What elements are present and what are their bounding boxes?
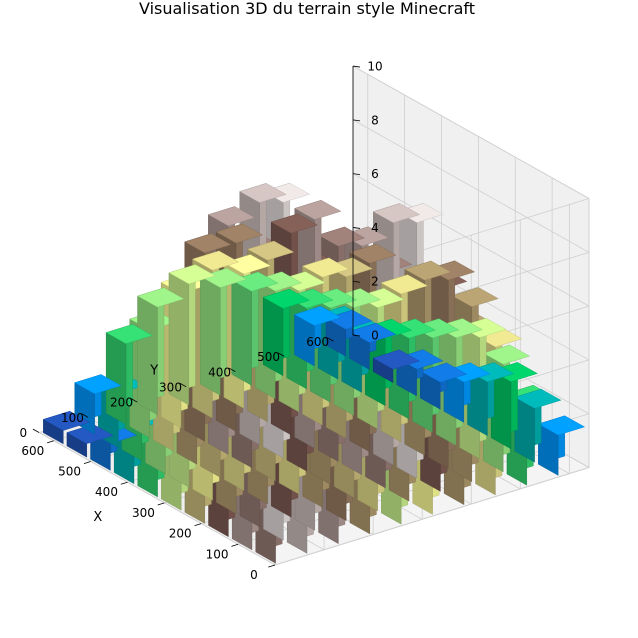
x-tick-label: 400	[95, 485, 118, 499]
terrain-bar	[66, 424, 114, 458]
y-tick-label: 200	[110, 396, 133, 410]
z-gridline-back	[274, 467, 590, 566]
y-gridline-floor	[38, 432, 276, 566]
y-tick-label: 400	[208, 365, 231, 379]
terrain-bar	[419, 362, 468, 410]
x-tick-mark	[46, 440, 54, 444]
terrain-bar	[199, 268, 248, 396]
x-tick-label: 200	[169, 527, 192, 541]
terrain-bar	[137, 287, 185, 416]
x-tick-label: 600	[21, 444, 44, 458]
z-gridline-side	[352, 119, 590, 253]
z-tick-mark	[352, 227, 361, 229]
x-tick-label: 500	[58, 465, 81, 479]
terrain-bar	[105, 324, 153, 425]
z-tick-label: 2	[371, 275, 379, 289]
y-tick-label: 500	[257, 350, 280, 364]
x-axis-label: X	[93, 510, 102, 525]
y-tick-mark	[81, 413, 89, 418]
y-tick-label: 600	[306, 335, 329, 349]
terrain-bar	[537, 415, 586, 476]
z-tick-label: 6	[371, 167, 379, 181]
z-tick-mark	[352, 280, 361, 283]
z-tick-mark	[352, 334, 361, 337]
terrain-bar	[262, 288, 310, 377]
x-tick-label: 0	[250, 568, 258, 582]
y-tick-mark	[179, 383, 187, 388]
z-tick-mark	[352, 65, 361, 68]
z-tick-mark	[352, 173, 361, 176]
terrain-bars	[42, 182, 586, 564]
terrain-bar	[372, 349, 420, 384]
x-tick-mark	[120, 481, 128, 485]
y-tick-label: 300	[159, 381, 182, 395]
x-tick-mark	[83, 461, 91, 464]
z-tick-label: 0	[371, 329, 379, 343]
y-tick-mark	[32, 428, 40, 433]
y-tick-label: 0	[19, 426, 27, 440]
y-tick-mark	[228, 367, 236, 372]
z-tick-label: 4	[371, 221, 379, 235]
y-axis-label: Y	[149, 363, 158, 378]
terrain-bar	[231, 271, 279, 386]
x-tick-mark	[268, 564, 276, 568]
z-tick-mark	[352, 119, 361, 122]
y-tick-label: 100	[61, 411, 84, 425]
z-gridline-side	[352, 173, 590, 307]
terrain-bar	[294, 306, 342, 367]
terrain-bar	[514, 388, 562, 463]
x-tick-mark	[231, 543, 239, 547]
y-tick-mark	[278, 352, 285, 357]
axis-ticks-and-labels: 0 100 200 300 400 500 600 0 100 200 300 400 500 600 0 2…	[19, 60, 382, 583]
x-tick-mark	[194, 523, 202, 527]
terrain-bar	[42, 410, 91, 445]
x-tick-label: 100	[206, 547, 229, 561]
z-tick-label: 10	[367, 60, 382, 74]
chart-title: Visualisation 3D du terrain style Minecr…	[139, 0, 475, 18]
y-tick-mark	[327, 337, 334, 342]
terrain-bar	[74, 374, 122, 435]
x-tick-mark	[157, 502, 165, 506]
terrain-bar	[349, 322, 397, 370]
z-gridline-side	[352, 65, 590, 199]
x-tick-label: 300	[132, 506, 155, 520]
z-tick-label: 8	[371, 113, 379, 127]
y-tick-mark	[130, 398, 138, 403]
